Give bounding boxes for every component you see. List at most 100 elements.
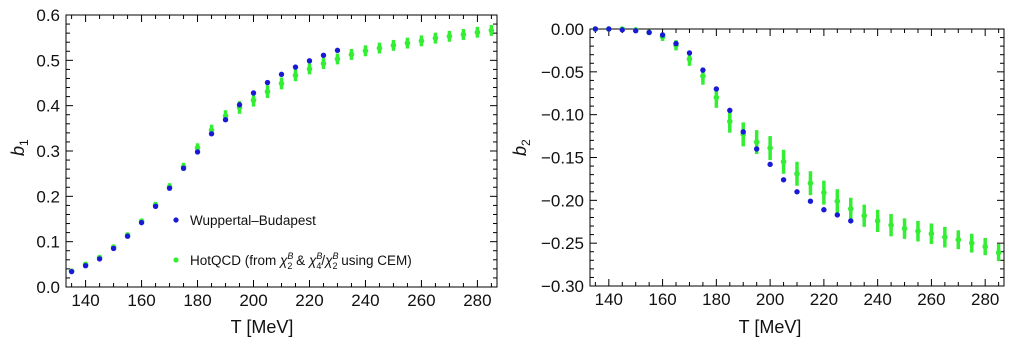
x-tick-label: 160 [127,291,155,310]
hotqcd-point [874,218,881,224]
hotqcd-point [915,228,921,234]
wuppertal-budapest-point [96,256,103,262]
y-tick-label: 0.5 [36,51,60,70]
hotqcd-point [726,118,733,125]
y-axis-label-subscript: 2 [519,139,533,146]
wuppertal-budapest-point [110,245,117,252]
y-tick-label: 0.6 [36,6,60,25]
wuppertal-budapest-point [278,71,285,78]
hotqcd-point [834,198,841,204]
wuppertal-budapest-point [646,29,652,36]
legend-chi-b: χ [308,253,317,268]
hotqcd-point [418,38,425,44]
wuppertal-budapest-point [821,207,827,213]
hotqcd-point [888,222,894,228]
hotqcd-point [982,243,988,250]
wuppertal-budapest-point [592,26,599,32]
x-tick-label: 260 [407,291,435,310]
wuppertal-budapest-point [834,212,841,218]
legend-amp: & [292,253,309,268]
wuppertal-budapest-point [222,117,229,123]
hotqcd-point [995,249,1002,256]
wuppertal-budapest-point [780,177,787,183]
wuppertal-budapest-point [320,52,327,59]
wuppertal-budapest-point [659,32,666,38]
wuppertal-budapest-point [180,165,187,171]
y-axis-label: b1 [8,139,31,156]
y-tick-label: −0.15 [541,149,584,168]
y-tick-label: 0.2 [36,187,60,206]
x-tick-label: 220 [295,291,323,310]
hotqcd-point [194,145,201,151]
hotqcd-point [334,56,341,62]
wuppertal-budapest-point [700,67,706,73]
legend-sup-b: B [316,251,322,261]
hotqcd-point [713,94,720,101]
wuppertal-budapest-point [68,268,75,275]
wuppertal-budapest-point [727,107,733,114]
hotqcd-point [488,27,495,34]
hotqcd-point [404,40,411,46]
wuppertal-budapest-point [138,219,145,226]
y-tick-label: −0.10 [541,106,584,125]
chart-b1: 140 160 180 200 220 240 260 280 0.0 0.1 0.2 0.3 0.4 0… [8,6,498,337]
y-tick-label: 0.0 [36,278,60,297]
hotqcd-point [348,51,355,58]
y-tick-label: 0.3 [36,142,60,161]
x-tick-label: 140 [71,291,99,310]
y-tick-label: −0.05 [541,63,584,82]
wuppertal-budapest-point [250,90,257,96]
wuppertal-budapest-point [673,40,679,47]
wuppertal-budapest-point [292,64,299,70]
y-tick-label: 0.00 [551,20,584,39]
x-tick-label: 160 [648,290,676,309]
legend-sub-c: 2 [333,261,338,271]
x-tick-label: 240 [863,290,891,309]
plot-marks: 140 160 180 200 220 240 260 280 0.0 0.1 0.2 0.3 0.4 0… [36,6,498,310]
hotqcd-point [955,236,962,243]
x-axis-label: T [MeV] [739,317,802,337]
hotqcd-point [928,230,935,237]
hotqcd-point [686,56,693,62]
hotqcd-point [474,29,481,36]
x-axis-label: T [MeV] [231,317,294,337]
hotqcd-point [901,225,908,232]
wuppertal-budapest-point [753,146,760,152]
hotqcd-point [292,72,299,79]
hotqcd-point [753,139,760,145]
plot-marks: 140 160 180 200 220 240 260 280 0.00 −0.05 −0.10 −0… [541,20,1005,309]
legend-chi-c: χ [324,253,333,268]
hotqcd-point [432,35,439,41]
y-tick-label: 0.1 [36,233,60,252]
hotqcd-point [278,80,285,87]
y-axis-label-main: b [510,146,530,156]
wuppertal-budapest-point [848,218,854,224]
hotqcd-point [460,31,467,38]
wuppertal-budapest-point [82,262,89,269]
legend-hot-suffix: using CEM) [338,253,412,268]
wuppertal-budapest-point [767,161,773,168]
chart-b2: 140 160 180 200 220 240 260 280 0.00 −0.05 −0.10 −0… [510,20,1005,337]
hotqcd-point [446,33,453,40]
legend: Wuppertal–Budapest HotQCD (from χB 2 & χB… [173,213,412,271]
wuppertal-budapest-point [606,26,612,32]
legend-marker-hotqcd [173,257,179,263]
y-axis-label: b2 [510,139,533,156]
wuppertal-budapest-point [166,185,173,191]
wuppertal-budapest-point [194,149,201,155]
legend-hot-prefix: HotQCD (from [190,253,280,268]
hotqcd-point [306,66,313,72]
hotqcd-point [780,158,787,165]
x-tick-label: 200 [239,291,267,310]
wuppertal-budapest-point [807,198,814,204]
hotqcd-point [942,234,948,240]
wuppertal-budapest-point [619,27,625,33]
hotqcd-point [264,88,271,95]
legend-label-wuppertal-budapest: Wuppertal–Budapest [190,213,316,228]
x-tick-label: 220 [810,290,838,309]
wuppertal-budapest-point [334,47,341,54]
legend-sup-c: B [332,251,338,261]
wuppertal-budapest-point [236,102,243,108]
hotqcd-point [250,97,257,104]
hotqcd-point [821,189,827,196]
